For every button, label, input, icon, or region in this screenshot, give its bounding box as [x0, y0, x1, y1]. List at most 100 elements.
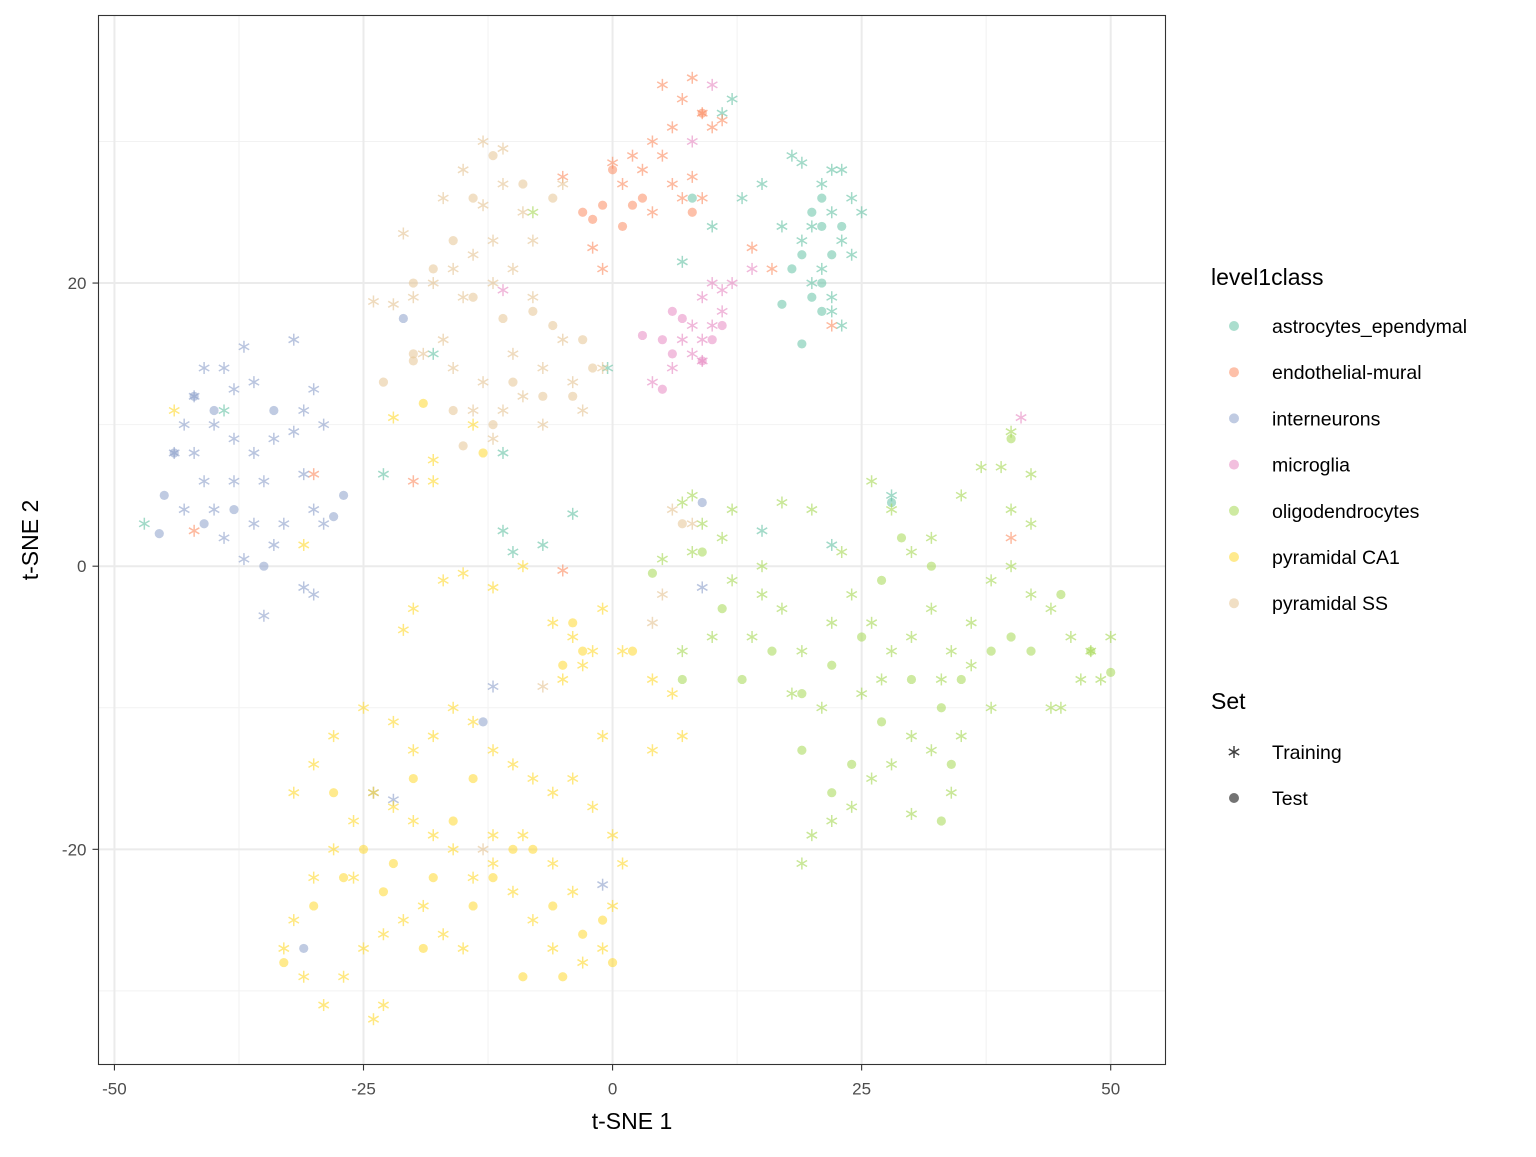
- point-training-interneurons: [696, 581, 708, 594]
- point-test-oligodendrocytes: [737, 674, 747, 685]
- point-training-astrocytes-ependymal: [507, 546, 519, 559]
- point-training-pyramidal-ss: [537, 361, 549, 374]
- point-training-pyramidal-ca1: [616, 857, 629, 870]
- legend-item-pyramidal-ca1: pyramidal CA1: [1229, 547, 1400, 569]
- point-training-interneurons: [258, 475, 270, 488]
- point-training-oligodendrocytes: [776, 496, 788, 509]
- point-test-endothelial-mural: [598, 200, 608, 210]
- point-training-oligodendrocytes: [985, 701, 997, 714]
- point-test-astrocytes-ependymal: [807, 207, 817, 217]
- point-test-endothelial-mural: [637, 193, 648, 203]
- point-test-astrocytes-ependymal: [817, 278, 827, 288]
- point-test-interneurons: [269, 405, 279, 416]
- point-training-interneurons: [288, 333, 300, 346]
- point-training-pyramidal-ca1: [676, 730, 688, 743]
- point-test-pyramidal-ca1: [418, 398, 428, 408]
- point-test-astrocytes-ependymal: [797, 250, 807, 260]
- legend-key-microglia: [1229, 459, 1239, 470]
- legend-title-set: Set: [1211, 688, 1246, 714]
- point-training-astrocytes-ependymal: [427, 347, 439, 360]
- point-training-microglia: [716, 284, 728, 297]
- point-training-interneurons: [178, 503, 190, 516]
- point-test-microglia: [707, 335, 717, 345]
- point-training-pyramidal-ca1: [557, 673, 569, 686]
- point-training-endothelial-mural: [676, 93, 688, 106]
- point-training-interneurons: [218, 531, 230, 544]
- point-test-interneurons: [229, 504, 239, 515]
- point-training-pyramidal-ss: [666, 503, 678, 516]
- point-test-pyramidal-ca1: [528, 844, 538, 854]
- x-tick-label: 25: [852, 1080, 871, 1099]
- series-microglia: [497, 78, 1027, 424]
- point-training-interneurons: [198, 475, 210, 488]
- point-test-pyramidal-ss: [518, 179, 528, 189]
- point-training-oligodendrocytes: [985, 574, 997, 587]
- point-training-pyramidal-ss: [577, 404, 589, 417]
- point-training-astrocytes-ependymal: [602, 361, 614, 374]
- legend-item-test: Test: [1229, 788, 1308, 810]
- point-training-pyramidal-ss: [397, 227, 409, 240]
- point-training-endothelial-mural: [597, 262, 609, 275]
- point-training-pyramidal-ca1: [328, 730, 340, 743]
- point-training-oligodendrocytes: [676, 496, 688, 509]
- point-test-microglia: [657, 384, 667, 394]
- legend-label-test: Test: [1272, 788, 1308, 810]
- point-training-oligodendrocytes: [1005, 503, 1017, 516]
- point-training-pyramidal-ss: [467, 404, 479, 417]
- point-training-endothelial-mural: [666, 177, 678, 190]
- point-test-pyramidal-ca1: [448, 816, 458, 826]
- point-training-microglia: [646, 376, 658, 389]
- point-training-oligodendrocytes: [1095, 673, 1107, 686]
- point-training-interneurons: [487, 680, 499, 693]
- point-training-microglia: [686, 347, 698, 360]
- series-oligodendrocytes: [527, 206, 1117, 870]
- legend-key-test-circle-icon: [1229, 793, 1239, 803]
- point-test-pyramidal-ss: [408, 356, 418, 366]
- legend-key-pyramidal-ss: [1229, 598, 1239, 609]
- point-training-pyramidal-ca1: [487, 744, 499, 757]
- point-training-oligodendrocytes: [806, 829, 818, 842]
- legend-label-microglia: microglia: [1272, 455, 1350, 477]
- point-test-microglia: [697, 356, 707, 366]
- point-test-pyramidal-ss: [488, 151, 498, 161]
- point-training-pyramidal-ca1: [308, 758, 320, 771]
- legend-label-pyramidal-ss: pyramidal SS: [1272, 593, 1388, 615]
- point-test-pyramidal-ca1: [418, 943, 428, 954]
- point-training-astrocytes-ependymal: [706, 220, 718, 233]
- point-training-pyramidal-ss: [537, 418, 549, 431]
- point-training-pyramidal-ss: [407, 291, 419, 304]
- point-training-pyramidal-ca1: [328, 843, 340, 856]
- point-training-pyramidal-ca1: [347, 871, 360, 884]
- point-test-oligodendrocytes: [1006, 632, 1016, 642]
- panel-border: [97, 14, 1167, 1066]
- point-training-endothelial-mural: [188, 524, 200, 537]
- point-training-oligodendrocytes: [826, 616, 838, 629]
- point-training-endothelial-mural: [686, 71, 698, 84]
- point-test-pyramidal-ss: [677, 519, 687, 529]
- point-training-pyramidal-ss: [477, 376, 489, 389]
- point-training-pyramidal-ss: [457, 291, 469, 304]
- point-training-pyramidal-ca1: [597, 730, 609, 743]
- legend-item-oligodendrocytes: oligodendrocytes: [1229, 501, 1420, 523]
- point-training-pyramidal-ca1: [527, 772, 539, 785]
- point-test-pyramidal-ss: [508, 377, 518, 387]
- point-test-pyramidal-ca1: [428, 873, 438, 883]
- point-training-astrocytes-ependymal: [836, 234, 848, 247]
- point-training-astrocytes-ependymal: [218, 404, 230, 417]
- point-test-interneurons: [338, 490, 349, 501]
- point-training-oligodendrocytes: [826, 815, 838, 828]
- point-training-oligodendrocytes: [1055, 701, 1067, 714]
- point-test-pyramidal-ss: [408, 349, 418, 359]
- point-training-astrocytes-ependymal: [776, 220, 788, 233]
- point-test-pyramidal-ca1: [578, 929, 588, 939]
- point-test-oligodendrocytes: [857, 632, 867, 642]
- point-training-oligodendrocytes: [716, 531, 728, 544]
- point-training-interneurons: [208, 503, 220, 516]
- point-training-pyramidal-ca1: [507, 758, 519, 771]
- point-test-pyramidal-ca1: [329, 788, 339, 798]
- point-test-pyramidal-ss: [448, 405, 458, 416]
- point-test-pyramidal-ca1: [488, 873, 498, 883]
- point-training-endothelial-mural: [407, 475, 419, 488]
- point-test-microglia: [717, 320, 727, 331]
- point-training-pyramidal-ca1: [387, 411, 399, 424]
